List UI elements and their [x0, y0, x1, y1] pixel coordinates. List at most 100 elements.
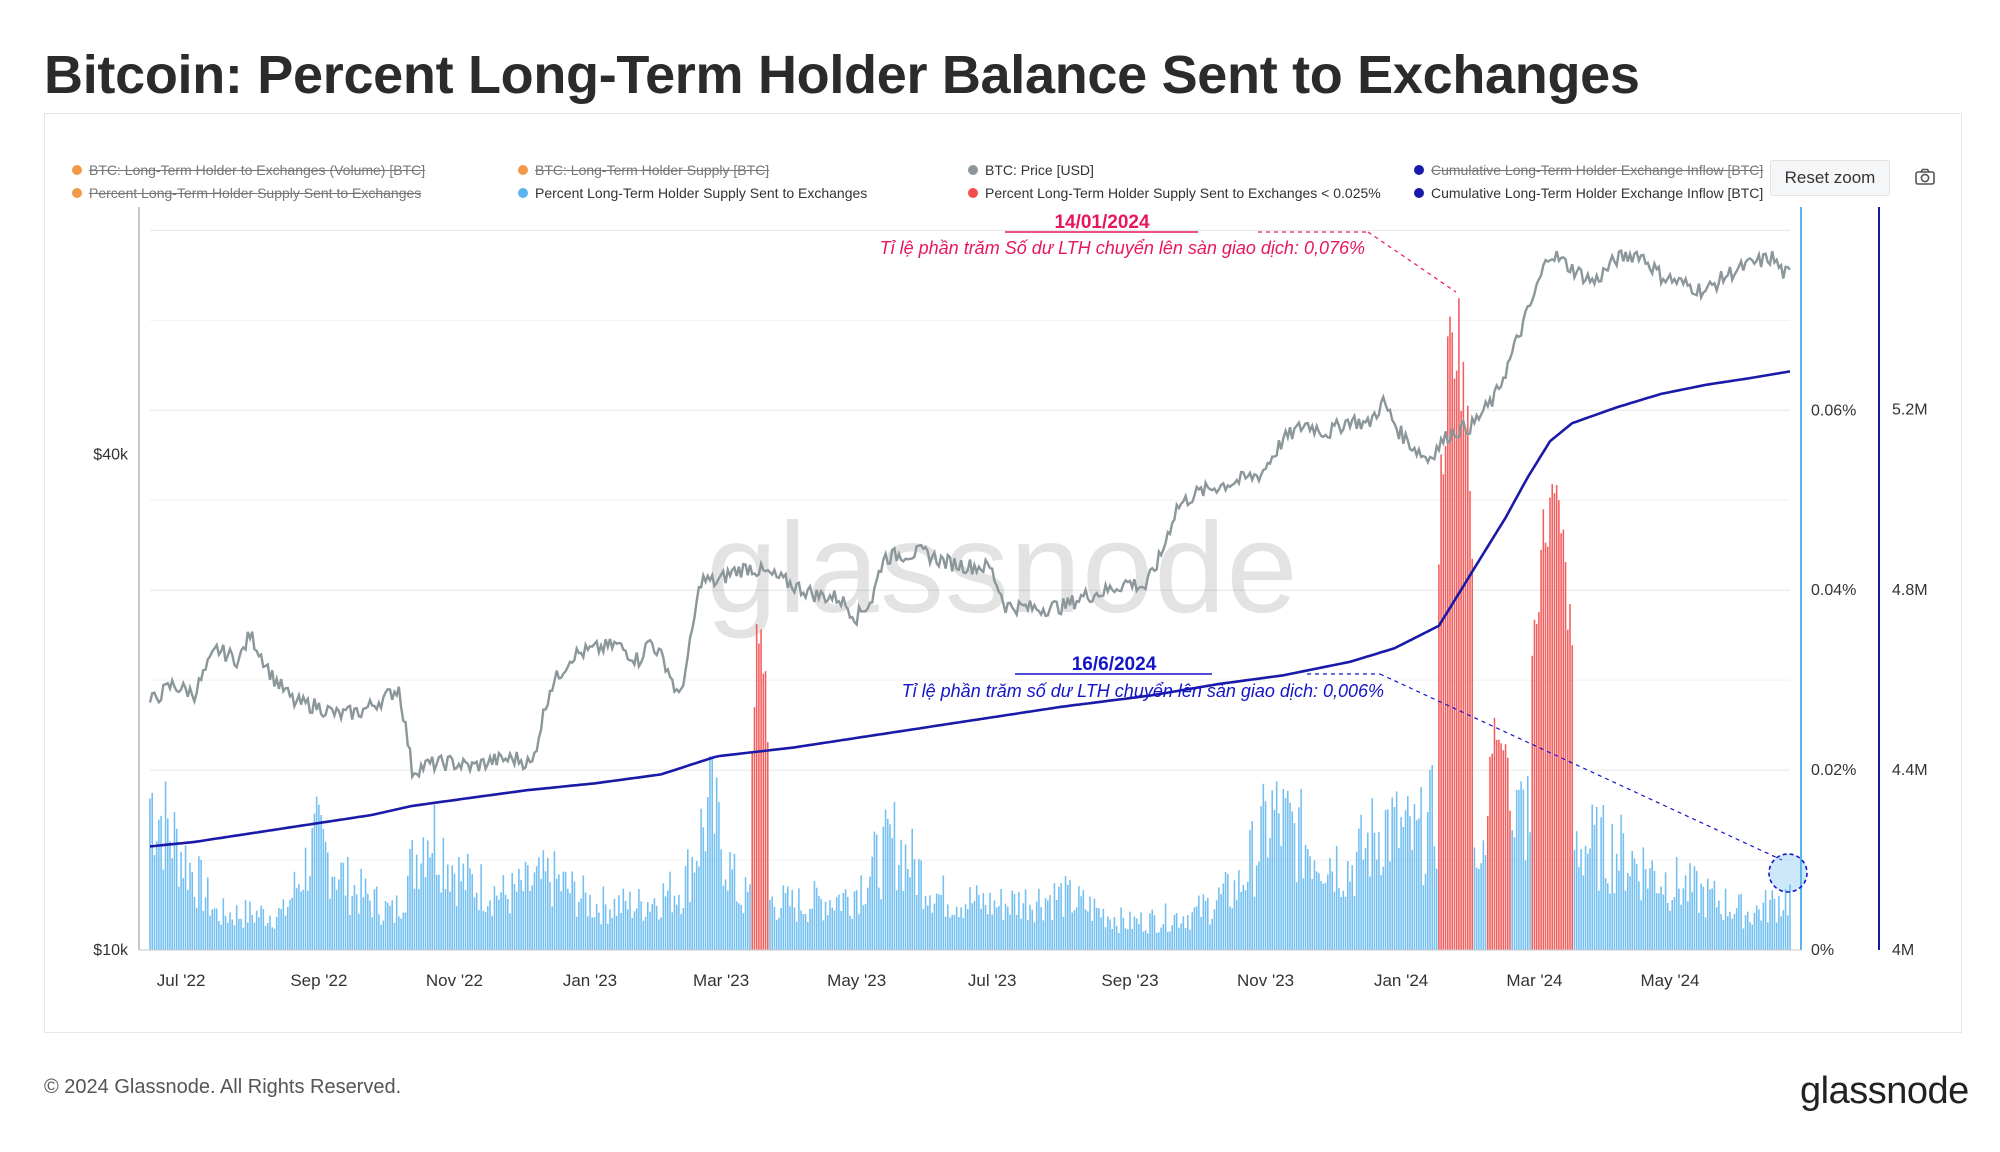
pct-bar [1622, 833, 1625, 950]
pct-bar [1511, 830, 1513, 950]
legend-dot [1414, 188, 1424, 198]
pct-bar [273, 928, 276, 950]
pct-bar [771, 896, 773, 950]
pct-bar [791, 889, 793, 950]
pct-bar [595, 903, 598, 950]
pct-bar-highlight [764, 671, 767, 950]
pct-bar [831, 907, 833, 950]
pct-bar [1584, 845, 1587, 950]
pct-bar [844, 889, 847, 950]
pct-bar-highlight [1464, 427, 1467, 951]
pct-bar [629, 891, 631, 950]
pct-bar [1271, 790, 1273, 950]
pct-bar [1178, 927, 1180, 950]
pct-bar [960, 907, 962, 950]
legend-pct-lth-blue[interactable]: Percent Long-Term Holder Supply Sent to … [518, 185, 867, 201]
pct-bar [464, 890, 467, 950]
pct-bar [440, 892, 442, 950]
pct-bar [262, 909, 265, 950]
pct-bar [778, 917, 780, 950]
pct-bar-highlight [755, 624, 758, 950]
pct-bar [933, 903, 936, 950]
pct-bar [189, 862, 191, 950]
pct-bar [878, 887, 880, 950]
pct-bar [1587, 853, 1589, 950]
pct-bar [1515, 789, 1518, 950]
legend-cumulative-inflow-hidden[interactable]: Cumulative Long-Term Holder Exchange Inf… [1414, 162, 1763, 178]
pct-bar [1318, 873, 1320, 950]
pct-bar [1711, 888, 1713, 950]
pct-bar-highlight [1460, 411, 1462, 950]
legend-btc-price[interactable]: BTC: Price [USD] [968, 162, 1094, 178]
pct-bar [1202, 894, 1205, 950]
pct-bar [251, 914, 253, 950]
pct-bar [529, 890, 531, 950]
camera-icon[interactable] [1914, 166, 1936, 188]
pct-bar-highlight [753, 707, 756, 950]
pct-bar [1784, 889, 1787, 950]
pct-bar [182, 878, 185, 950]
pct-bar-highlight [1533, 619, 1536, 950]
pct-bar [895, 890, 898, 950]
pct-bar [347, 856, 349, 950]
pct-bar [829, 900, 831, 950]
pct-bar [238, 918, 240, 950]
reset-zoom-button[interactable]: Reset zoom [1770, 160, 1890, 196]
pct-bar [491, 915, 493, 950]
pct-bar [1760, 920, 1762, 950]
legend-pct-lth-orange[interactable]: Percent Long-Term Holder Supply Sent to … [72, 185, 421, 201]
legend-label: Percent Long-Term Holder Supply Sent to … [985, 185, 1381, 201]
pct-bar [1267, 857, 1269, 950]
pct-bar [1720, 914, 1722, 950]
pct-bar [1613, 893, 1616, 950]
pct-bar-highlight [1535, 623, 1538, 950]
pct-bar [560, 891, 562, 950]
pct-bar [867, 887, 869, 950]
pct-bar [244, 900, 247, 950]
pct-bar [407, 875, 409, 950]
pct-bar [1664, 872, 1667, 950]
pct-bar [1582, 875, 1585, 950]
pct-bar [1620, 814, 1622, 950]
pct-bar [429, 857, 431, 950]
pct-bar [1173, 914, 1176, 950]
pct-bar [618, 895, 620, 950]
pct-bar [851, 918, 853, 950]
pct-bar [1382, 866, 1385, 950]
pct-bar [473, 897, 476, 950]
legend-cumulative-inflow[interactable]: Cumulative Long-Term Holder Exchange Inf… [1414, 185, 1763, 201]
pct-bar [1100, 917, 1102, 950]
pct-bar [1213, 909, 1216, 950]
pct-bar [313, 813, 316, 950]
legend-label: BTC: Price [USD] [985, 162, 1094, 178]
legend-dot [1414, 165, 1424, 175]
legend-pct-lth-red[interactable]: Percent Long-Term Holder Supply Sent to … [968, 185, 1381, 201]
legend-lth-supply[interactable]: BTC: Long-Term Holder Supply [BTC] [518, 162, 769, 178]
pct-bar [1055, 900, 1058, 950]
pct-bar [1671, 899, 1673, 950]
pct-bar [384, 900, 387, 950]
legend-dot [72, 188, 82, 198]
pct-bar [1200, 917, 1202, 950]
pct-bar [1024, 889, 1027, 950]
pct-bar [1209, 924, 1211, 950]
pct-bar [1695, 870, 1698, 950]
pct-bar [1384, 809, 1387, 950]
pct-bar [653, 898, 656, 950]
pct-bar [1380, 875, 1382, 950]
pct-bar-highlight [767, 742, 769, 950]
pct-bar [620, 912, 622, 950]
legend-lth-to-exchanges-volume[interactable]: BTC: Long-Term Holder to Exchanges (Volu… [72, 162, 425, 178]
pct-bar [500, 892, 502, 950]
pct-bar [1247, 881, 1249, 950]
pct-bar [1102, 908, 1105, 950]
pct-bar [1264, 801, 1267, 950]
x-tick: Jul '23 [968, 971, 1017, 990]
pct-bar [511, 872, 513, 950]
pct-bar [600, 924, 602, 950]
pct-bar [784, 892, 787, 950]
pct-bar [900, 839, 902, 950]
pct-bar-highlight [1507, 757, 1509, 950]
pct-bar [1735, 908, 1738, 950]
pct-bar [1322, 883, 1325, 950]
